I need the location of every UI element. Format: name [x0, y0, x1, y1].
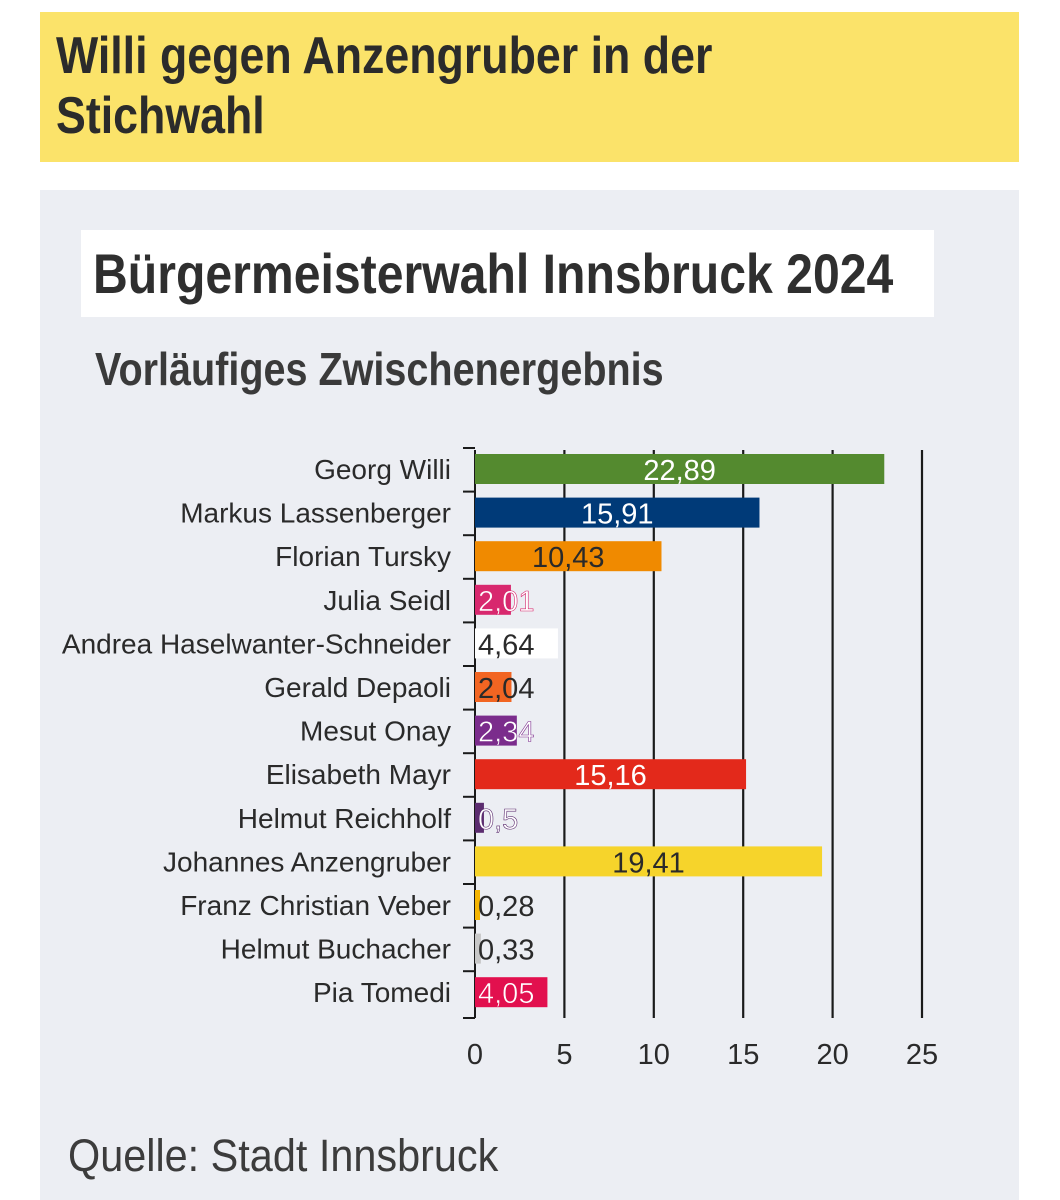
bar [475, 715, 517, 746]
chart-title-box: Bürgermeisterwahl Innsbruck 2024 [81, 230, 934, 317]
category-label: Gerald Depaoli [264, 672, 451, 703]
category-labels: Georg Willi Markus Lassenberger Florian Tu… [62, 454, 451, 1008]
category-label: Johannes Anzengruber [163, 846, 451, 877]
category-label: Franz Christian Veber [180, 890, 451, 921]
chart-panel: Bürgermeisterwahl Innsbruck 2024 Vorläuf… [40, 190, 1019, 1200]
value-label: 0,5 [478, 804, 518, 836]
bar [475, 672, 512, 702]
x-tick-label: 0 [467, 1039, 483, 1071]
bars [475, 454, 885, 1008]
bar [475, 584, 511, 615]
x-tick-label: 15 [727, 1039, 759, 1071]
value-label: 2,04 [478, 673, 534, 705]
x-tick-label: 5 [556, 1039, 572, 1071]
category-label: Georg Willi [314, 454, 451, 485]
value-label: 22,89 [643, 455, 716, 487]
headline: Willi gegen Anzengruber in der Stichwahl [56, 27, 713, 145]
value-label: 15,16 [574, 760, 647, 792]
value-label: 2,34 [478, 717, 534, 749]
value-label: 0,33 [478, 935, 534, 967]
value-label: 4,05 [478, 978, 534, 1010]
value-labels: 22,89 15,91 10,43 2,01 4,64 2,04 2,34 15,16 0,5 1… [478, 455, 716, 1011]
source-note: Quelle: Stadt Innsbruck [68, 1130, 499, 1181]
bar [475, 846, 823, 877]
category-label: Elisabeth Mayr [266, 759, 451, 790]
category-label: Pia Tomedi [313, 977, 451, 1008]
bar [475, 977, 548, 1008]
bar [475, 802, 484, 833]
value-label: 2,01 [478, 586, 534, 618]
category-label: Helmut Reichholf [238, 803, 451, 834]
bar [475, 890, 481, 920]
bar [475, 933, 481, 964]
bar [475, 759, 747, 790]
value-label: 10,43 [532, 542, 605, 574]
category-label: Florian Tursky [275, 541, 451, 572]
value-label: 19,41 [612, 847, 685, 879]
chart-title: Bürgermeisterwahl Innsbruck 2024 [93, 242, 894, 305]
category-label: Mesut Onay [300, 716, 451, 747]
x-tick-labels: 0 5 10 15 20 25 [467, 1039, 938, 1071]
category-label: Markus Lassenberger [180, 498, 451, 529]
category-label: Helmut Buchacher [221, 934, 451, 965]
category-label: Julia Seidl [323, 585, 451, 616]
headline-banner: Willi gegen Anzengruber in der Stichwahl [40, 12, 1019, 162]
bar [475, 541, 662, 572]
bar [475, 497, 760, 528]
value-label: 15,91 [581, 499, 654, 531]
category-label: Andrea Haselwanter-Schneider [62, 628, 451, 659]
x-tick-label: 25 [906, 1039, 938, 1071]
value-label: 4,64 [478, 629, 534, 661]
x-tick-label: 20 [816, 1039, 848, 1071]
value-label: 0,28 [478, 891, 534, 923]
chart-subtitle: Vorläufiges Zwischenergebnis [95, 343, 664, 395]
x-tick-label: 10 [638, 1039, 670, 1071]
bar [475, 628, 558, 659]
bar [475, 454, 885, 484]
